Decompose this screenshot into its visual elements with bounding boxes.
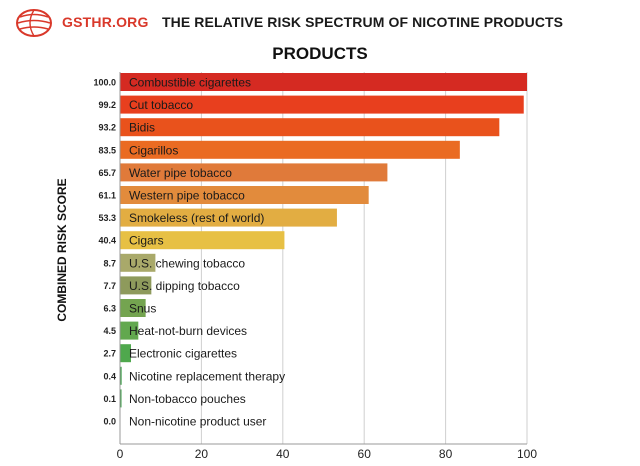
category-label: Cigarillos bbox=[129, 143, 178, 157]
category-label: Snus bbox=[129, 302, 156, 316]
value-label: 0.0 bbox=[103, 417, 116, 427]
value-label: 6.3 bbox=[103, 304, 116, 314]
x-tick-label: 100 bbox=[517, 447, 537, 461]
value-label: 99.2 bbox=[98, 100, 116, 110]
value-label: 53.3 bbox=[98, 213, 116, 223]
category-label: Non-nicotine product user bbox=[129, 415, 266, 429]
value-label: 61.1 bbox=[98, 191, 116, 201]
value-label: 2.7 bbox=[103, 349, 116, 359]
value-label: 100.0 bbox=[93, 78, 116, 88]
category-label: Bidis bbox=[129, 121, 155, 135]
category-label: Cigars bbox=[129, 234, 164, 248]
category-label: U.S. dipping tobacco bbox=[129, 279, 240, 293]
category-label: U.S. chewing tobacco bbox=[129, 256, 245, 270]
value-label: 7.7 bbox=[103, 281, 116, 291]
bar bbox=[120, 118, 499, 136]
value-label: 83.5 bbox=[98, 145, 116, 155]
category-label: Water pipe tobacco bbox=[129, 166, 232, 180]
value-label: 8.7 bbox=[103, 258, 116, 268]
value-label: 0.1 bbox=[103, 394, 116, 404]
x-tick-label: 0 bbox=[117, 447, 124, 461]
category-label: Western pipe tobacco bbox=[129, 189, 245, 203]
x-tick-label: 60 bbox=[358, 447, 372, 461]
category-label: Heat-not-burn devices bbox=[129, 324, 247, 338]
value-label: 4.5 bbox=[103, 326, 116, 336]
value-label: 65.7 bbox=[98, 168, 116, 178]
x-tick-label: 80 bbox=[439, 447, 453, 461]
value-label: 93.2 bbox=[98, 123, 116, 133]
category-label: Electronic cigarettes bbox=[129, 347, 237, 361]
value-label: 0.4 bbox=[103, 371, 116, 381]
category-label: Non-tobacco pouches bbox=[129, 392, 246, 406]
category-label: Combustible cigarettes bbox=[129, 76, 251, 90]
category-label: Cut tobacco bbox=[129, 98, 193, 112]
x-tick-label: 40 bbox=[276, 447, 290, 461]
value-label: 40.4 bbox=[98, 236, 116, 246]
category-label: Smokeless (rest of world) bbox=[129, 211, 264, 225]
x-tick-label: 20 bbox=[195, 447, 209, 461]
category-label: Nicotine replacement therapy bbox=[129, 369, 285, 383]
